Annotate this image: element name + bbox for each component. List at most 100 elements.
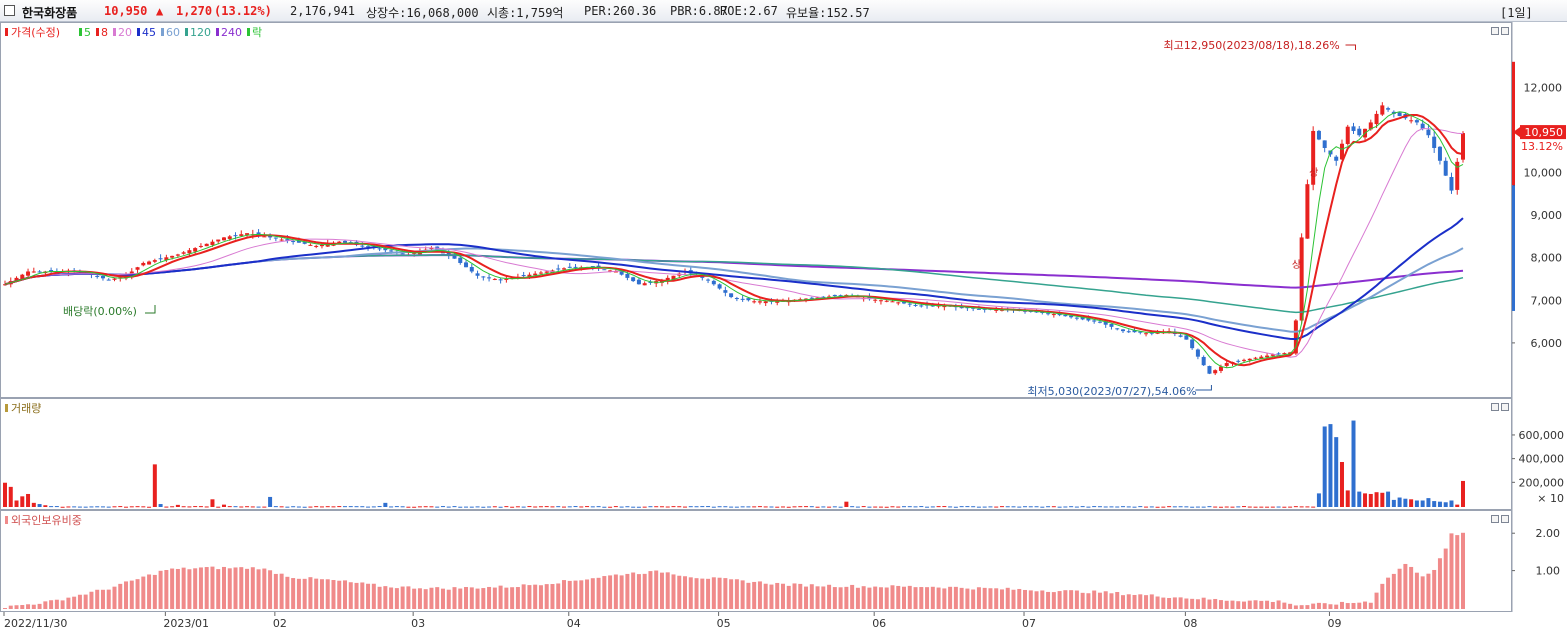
- candle: [487, 274, 492, 282]
- volume-bar: [124, 506, 129, 508]
- volume-bar: [1391, 499, 1396, 507]
- period-selector[interactable]: [1일]: [1500, 6, 1533, 20]
- price-axis: 6,0007,0008,0009,00010,00011,00012,00010…: [1511, 22, 1567, 398]
- candle-body: [642, 283, 647, 286]
- candle: [1334, 155, 1339, 166]
- volume-bar: [1195, 506, 1200, 508]
- foreign-bar: [827, 584, 832, 609]
- volume-bar: [1184, 506, 1189, 508]
- volume-bar: [994, 506, 999, 508]
- foreign-pane-close-button[interactable]: [1501, 515, 1509, 523]
- limit-up-mark-1: 상: [1292, 259, 1301, 271]
- foreign-holding-bar-chart[interactable]: 외국인보유비중: [1, 511, 1511, 611]
- candle: [469, 263, 474, 274]
- candle: [757, 298, 762, 305]
- foreign-bar: [1126, 594, 1131, 609]
- select-checkbox[interactable]: [4, 5, 15, 16]
- limit-up-mark-2: 상: [1309, 167, 1318, 179]
- foreign-bar: [1195, 599, 1200, 609]
- candle: [1080, 317, 1085, 321]
- volume-bar: [1293, 506, 1298, 508]
- volume-bar: [965, 506, 970, 508]
- candle-body: [700, 275, 705, 278]
- volume-bar: [285, 506, 290, 508]
- pane-close-button[interactable]: [1501, 27, 1509, 35]
- volume-bar: [1092, 506, 1097, 508]
- foreign-bar: [734, 579, 739, 609]
- per-value: PER:260.36: [584, 4, 657, 18]
- volume-bar: [429, 506, 434, 508]
- foreign-bar: [757, 581, 762, 609]
- range-bar-down: [1512, 185, 1515, 311]
- candle: [1242, 358, 1247, 363]
- candle-body: [1201, 356, 1206, 366]
- foreign-bar: [602, 576, 607, 609]
- volume-bar: [187, 506, 192, 508]
- candlestick-chart[interactable]: 가격(수정) 5 8 20 45 60 120 240 락최고12,950(2023/08/18…: [1, 23, 1511, 397]
- volume-bar: [389, 506, 394, 508]
- candle-body: [49, 270, 54, 272]
- candle-body: [815, 297, 820, 299]
- foreign-bar: [1386, 577, 1391, 609]
- candle-body: [538, 272, 543, 274]
- candle-body: [1397, 112, 1402, 117]
- candle-body: [884, 300, 889, 302]
- volume-bar: [694, 506, 699, 508]
- candle-body: [740, 298, 745, 300]
- volume-bar: [504, 506, 509, 508]
- foreign-bar: [556, 583, 561, 609]
- foreign-bar: [291, 578, 296, 609]
- volume-pane-close-button[interactable]: [1501, 403, 1509, 411]
- candle-body: [1374, 113, 1379, 125]
- candle-body: [1311, 130, 1316, 185]
- volume-bar: [832, 506, 837, 508]
- candle: [1126, 329, 1131, 334]
- candle: [1414, 119, 1419, 126]
- stock-name[interactable]: 한국화장품: [22, 6, 78, 20]
- candle-body: [1276, 353, 1281, 355]
- volume-bar: [440, 506, 445, 508]
- date-label: 04: [567, 617, 581, 630]
- candle-body: [930, 305, 935, 307]
- volume-bar: [1265, 506, 1270, 508]
- foreign-bar: [1074, 590, 1079, 609]
- volume-pane-minimize-button[interactable]: [1491, 403, 1499, 411]
- volume-bar: [1345, 490, 1350, 507]
- volume-bar: [204, 506, 209, 508]
- foreign-bar: [890, 585, 895, 609]
- volume-bar: [141, 506, 146, 508]
- candle-body: [994, 309, 999, 311]
- volume-bar: [890, 506, 895, 508]
- volume-bar: [366, 506, 371, 508]
- volume-bar: [1161, 506, 1166, 508]
- foreign-bar: [809, 584, 814, 609]
- candle-body: [481, 276, 486, 278]
- foreign-bar: [279, 573, 284, 609]
- foreign-bar: [700, 578, 705, 609]
- foreign-bar: [1051, 592, 1056, 609]
- volume-bar-chart[interactable]: 거래량: [1, 399, 1511, 509]
- foreign-bar: [147, 574, 152, 609]
- candle-body: [1224, 363, 1229, 366]
- volume-bar: [1351, 420, 1356, 507]
- legend-ma-240: 240: [221, 26, 242, 39]
- foreign-bar: [567, 580, 572, 609]
- candle: [1374, 110, 1379, 128]
- candle: [1305, 179, 1310, 239]
- volume-bar: [1322, 426, 1327, 507]
- candle-body: [665, 277, 670, 282]
- volume-bar: [487, 506, 492, 508]
- candle: [141, 261, 146, 267]
- float-ratio: 유보율:152.57: [786, 6, 870, 20]
- foreign-bar: [1247, 600, 1252, 609]
- foreign-bar: [763, 583, 768, 609]
- foreign-bar: [527, 585, 532, 609]
- price-tick-label: 6,000: [1531, 337, 1563, 350]
- pane-minimize-button[interactable]: [1491, 27, 1499, 35]
- foreign-bar: [141, 576, 146, 609]
- foreign-pane-minimize-button[interactable]: [1491, 515, 1499, 523]
- volume-bar: [1172, 506, 1177, 508]
- legend-marker: [161, 28, 164, 36]
- date-label: 05: [717, 617, 731, 630]
- candle-body: [1253, 357, 1258, 359]
